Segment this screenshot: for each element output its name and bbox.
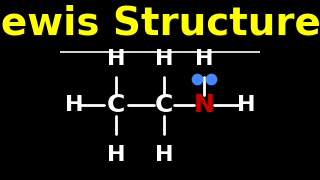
Text: H: H bbox=[107, 49, 125, 69]
Text: C: C bbox=[107, 93, 125, 117]
Point bbox=[195, 77, 200, 80]
Text: Lewis Structures: Lewis Structures bbox=[0, 5, 320, 43]
Text: H: H bbox=[65, 95, 83, 115]
Point bbox=[208, 77, 213, 80]
Text: H: H bbox=[195, 49, 213, 69]
Text: H: H bbox=[155, 49, 173, 69]
Text: N: N bbox=[194, 93, 214, 117]
Text: H: H bbox=[237, 95, 255, 115]
Text: C: C bbox=[155, 93, 173, 117]
Text: H: H bbox=[107, 145, 125, 165]
Text: H: H bbox=[155, 145, 173, 165]
